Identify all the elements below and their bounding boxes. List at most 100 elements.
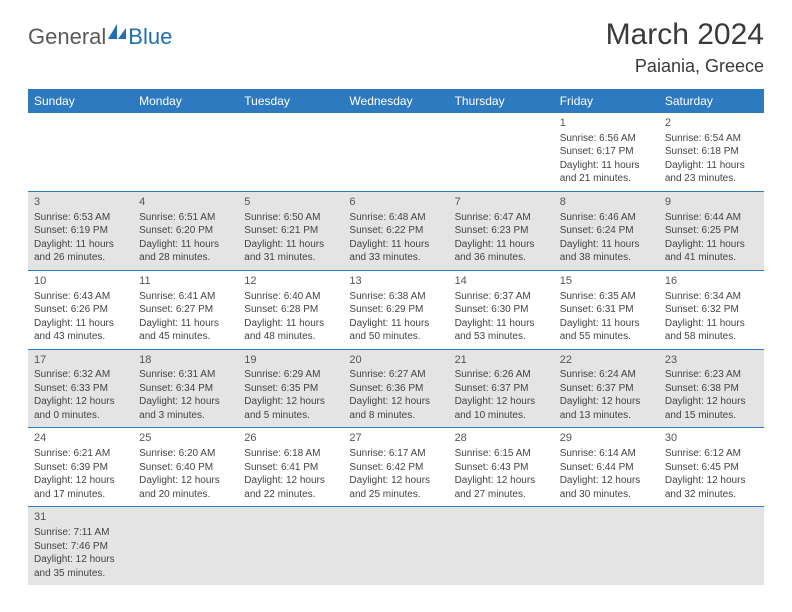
title-block: March 2024 Paiania, Greece	[606, 18, 764, 77]
sunrise-line: Sunrise: 6:53 AM	[34, 211, 127, 225]
sunrise-line: Sunrise: 6:38 AM	[349, 290, 442, 304]
day-number: 26	[244, 431, 337, 446]
day-number: 21	[455, 353, 548, 368]
day-number: 1	[560, 116, 653, 131]
day-number: 24	[34, 431, 127, 446]
sunset-line: Sunset: 6:23 PM	[455, 224, 548, 238]
daylight-line: Daylight: 11 hours and 23 minutes.	[665, 159, 758, 186]
daylight-line: Daylight: 12 hours and 3 minutes.	[139, 395, 232, 422]
calendar-day-cell: 16Sunrise: 6:34 AMSunset: 6:32 PMDayligh…	[659, 270, 764, 349]
day-number: 13	[349, 274, 442, 289]
calendar-day-cell: 26Sunrise: 6:18 AMSunset: 6:41 PMDayligh…	[238, 428, 343, 507]
calendar-day-cell: 30Sunrise: 6:12 AMSunset: 6:45 PMDayligh…	[659, 428, 764, 507]
day-number: 25	[139, 431, 232, 446]
calendar-day-cell: 19Sunrise: 6:29 AMSunset: 6:35 PMDayligh…	[238, 349, 343, 428]
sunrise-line: Sunrise: 6:56 AM	[560, 132, 653, 146]
day-number: 15	[560, 274, 653, 289]
day-number: 18	[139, 353, 232, 368]
weekday-header: Wednesday	[343, 89, 448, 113]
day-number: 12	[244, 274, 337, 289]
sunrise-line: Sunrise: 6:48 AM	[349, 211, 442, 225]
calendar-day-cell: 27Sunrise: 6:17 AMSunset: 6:42 PMDayligh…	[343, 428, 448, 507]
sunrise-line: Sunrise: 6:29 AM	[244, 368, 337, 382]
daylight-line: Daylight: 12 hours and 22 minutes.	[244, 474, 337, 501]
calendar-table: SundayMondayTuesdayWednesdayThursdayFrid…	[28, 89, 764, 585]
sunset-line: Sunset: 6:37 PM	[455, 382, 548, 396]
calendar-day-cell: 8Sunrise: 6:46 AMSunset: 6:24 PMDaylight…	[554, 191, 659, 270]
daylight-line: Daylight: 11 hours and 28 minutes.	[139, 238, 232, 265]
sunset-line: Sunset: 6:18 PM	[665, 145, 758, 159]
daylight-line: Daylight: 12 hours and 0 minutes.	[34, 395, 127, 422]
sunset-line: Sunset: 6:20 PM	[139, 224, 232, 238]
weekday-header: Monday	[133, 89, 238, 113]
calendar-empty-cell	[449, 113, 554, 191]
calendar-day-cell: 24Sunrise: 6:21 AMSunset: 6:39 PMDayligh…	[28, 428, 133, 507]
sunset-line: Sunset: 6:25 PM	[665, 224, 758, 238]
calendar-week-row: 17Sunrise: 6:32 AMSunset: 6:33 PMDayligh…	[28, 349, 764, 428]
daylight-line: Daylight: 11 hours and 53 minutes.	[455, 317, 548, 344]
daylight-line: Daylight: 11 hours and 33 minutes.	[349, 238, 442, 265]
calendar-day-cell: 23Sunrise: 6:23 AMSunset: 6:38 PMDayligh…	[659, 349, 764, 428]
day-number: 10	[34, 274, 127, 289]
calendar-empty-cell	[238, 507, 343, 585]
sunrise-line: Sunrise: 6:12 AM	[665, 447, 758, 461]
day-number: 4	[139, 195, 232, 210]
daylight-line: Daylight: 12 hours and 8 minutes.	[349, 395, 442, 422]
day-number: 20	[349, 353, 442, 368]
sunrise-line: Sunrise: 6:15 AM	[455, 447, 548, 461]
calendar-day-cell: 18Sunrise: 6:31 AMSunset: 6:34 PMDayligh…	[133, 349, 238, 428]
calendar-empty-cell	[554, 507, 659, 585]
calendar-week-row: 3Sunrise: 6:53 AMSunset: 6:19 PMDaylight…	[28, 191, 764, 270]
sunset-line: Sunset: 6:40 PM	[139, 461, 232, 475]
calendar-day-cell: 13Sunrise: 6:38 AMSunset: 6:29 PMDayligh…	[343, 270, 448, 349]
sunset-line: Sunset: 6:30 PM	[455, 303, 548, 317]
calendar-day-cell: 4Sunrise: 6:51 AMSunset: 6:20 PMDaylight…	[133, 191, 238, 270]
day-number: 6	[349, 195, 442, 210]
day-number: 9	[665, 195, 758, 210]
sunset-line: Sunset: 6:35 PM	[244, 382, 337, 396]
calendar-empty-cell	[659, 507, 764, 585]
daylight-line: Daylight: 11 hours and 26 minutes.	[34, 238, 127, 265]
daylight-line: Daylight: 11 hours and 45 minutes.	[139, 317, 232, 344]
daylight-line: Daylight: 11 hours and 41 minutes.	[665, 238, 758, 265]
sunrise-line: Sunrise: 6:37 AM	[455, 290, 548, 304]
calendar-day-cell: 17Sunrise: 6:32 AMSunset: 6:33 PMDayligh…	[28, 349, 133, 428]
calendar-day-cell: 22Sunrise: 6:24 AMSunset: 6:37 PMDayligh…	[554, 349, 659, 428]
calendar-week-row: 10Sunrise: 6:43 AMSunset: 6:26 PMDayligh…	[28, 270, 764, 349]
location-label: Paiania, Greece	[606, 56, 764, 77]
daylight-line: Daylight: 12 hours and 20 minutes.	[139, 474, 232, 501]
sunrise-line: Sunrise: 6:46 AM	[560, 211, 653, 225]
daylight-line: Daylight: 11 hours and 21 minutes.	[560, 159, 653, 186]
day-number: 14	[455, 274, 548, 289]
daylight-line: Daylight: 12 hours and 32 minutes.	[665, 474, 758, 501]
day-number: 19	[244, 353, 337, 368]
calendar-day-cell: 7Sunrise: 6:47 AMSunset: 6:23 PMDaylight…	[449, 191, 554, 270]
sunset-line: Sunset: 6:33 PM	[34, 382, 127, 396]
sunset-line: Sunset: 6:32 PM	[665, 303, 758, 317]
calendar-empty-cell	[133, 507, 238, 585]
sunset-line: Sunset: 6:39 PM	[34, 461, 127, 475]
daylight-line: Daylight: 12 hours and 30 minutes.	[560, 474, 653, 501]
sunset-line: Sunset: 6:24 PM	[560, 224, 653, 238]
sunrise-line: Sunrise: 6:14 AM	[560, 447, 653, 461]
sunset-line: Sunset: 6:34 PM	[139, 382, 232, 396]
day-number: 2	[665, 116, 758, 131]
calendar-day-cell: 1Sunrise: 6:56 AMSunset: 6:17 PMDaylight…	[554, 113, 659, 191]
logo-text-blue: Blue	[128, 24, 172, 50]
sunrise-line: Sunrise: 6:21 AM	[34, 447, 127, 461]
calendar-day-cell: 9Sunrise: 6:44 AMSunset: 6:25 PMDaylight…	[659, 191, 764, 270]
calendar-day-cell: 28Sunrise: 6:15 AMSunset: 6:43 PMDayligh…	[449, 428, 554, 507]
weekday-header: Sunday	[28, 89, 133, 113]
sunset-line: Sunset: 6:45 PM	[665, 461, 758, 475]
sunset-line: Sunset: 6:36 PM	[349, 382, 442, 396]
daylight-line: Daylight: 12 hours and 27 minutes.	[455, 474, 548, 501]
sunset-line: Sunset: 7:46 PM	[34, 540, 127, 554]
sunset-line: Sunset: 6:37 PM	[560, 382, 653, 396]
daylight-line: Daylight: 12 hours and 10 minutes.	[455, 395, 548, 422]
sunrise-line: Sunrise: 6:54 AM	[665, 132, 758, 146]
calendar-empty-cell	[449, 507, 554, 585]
logo-sail-icon	[106, 22, 128, 40]
sunset-line: Sunset: 6:44 PM	[560, 461, 653, 475]
day-number: 5	[244, 195, 337, 210]
sunset-line: Sunset: 6:29 PM	[349, 303, 442, 317]
